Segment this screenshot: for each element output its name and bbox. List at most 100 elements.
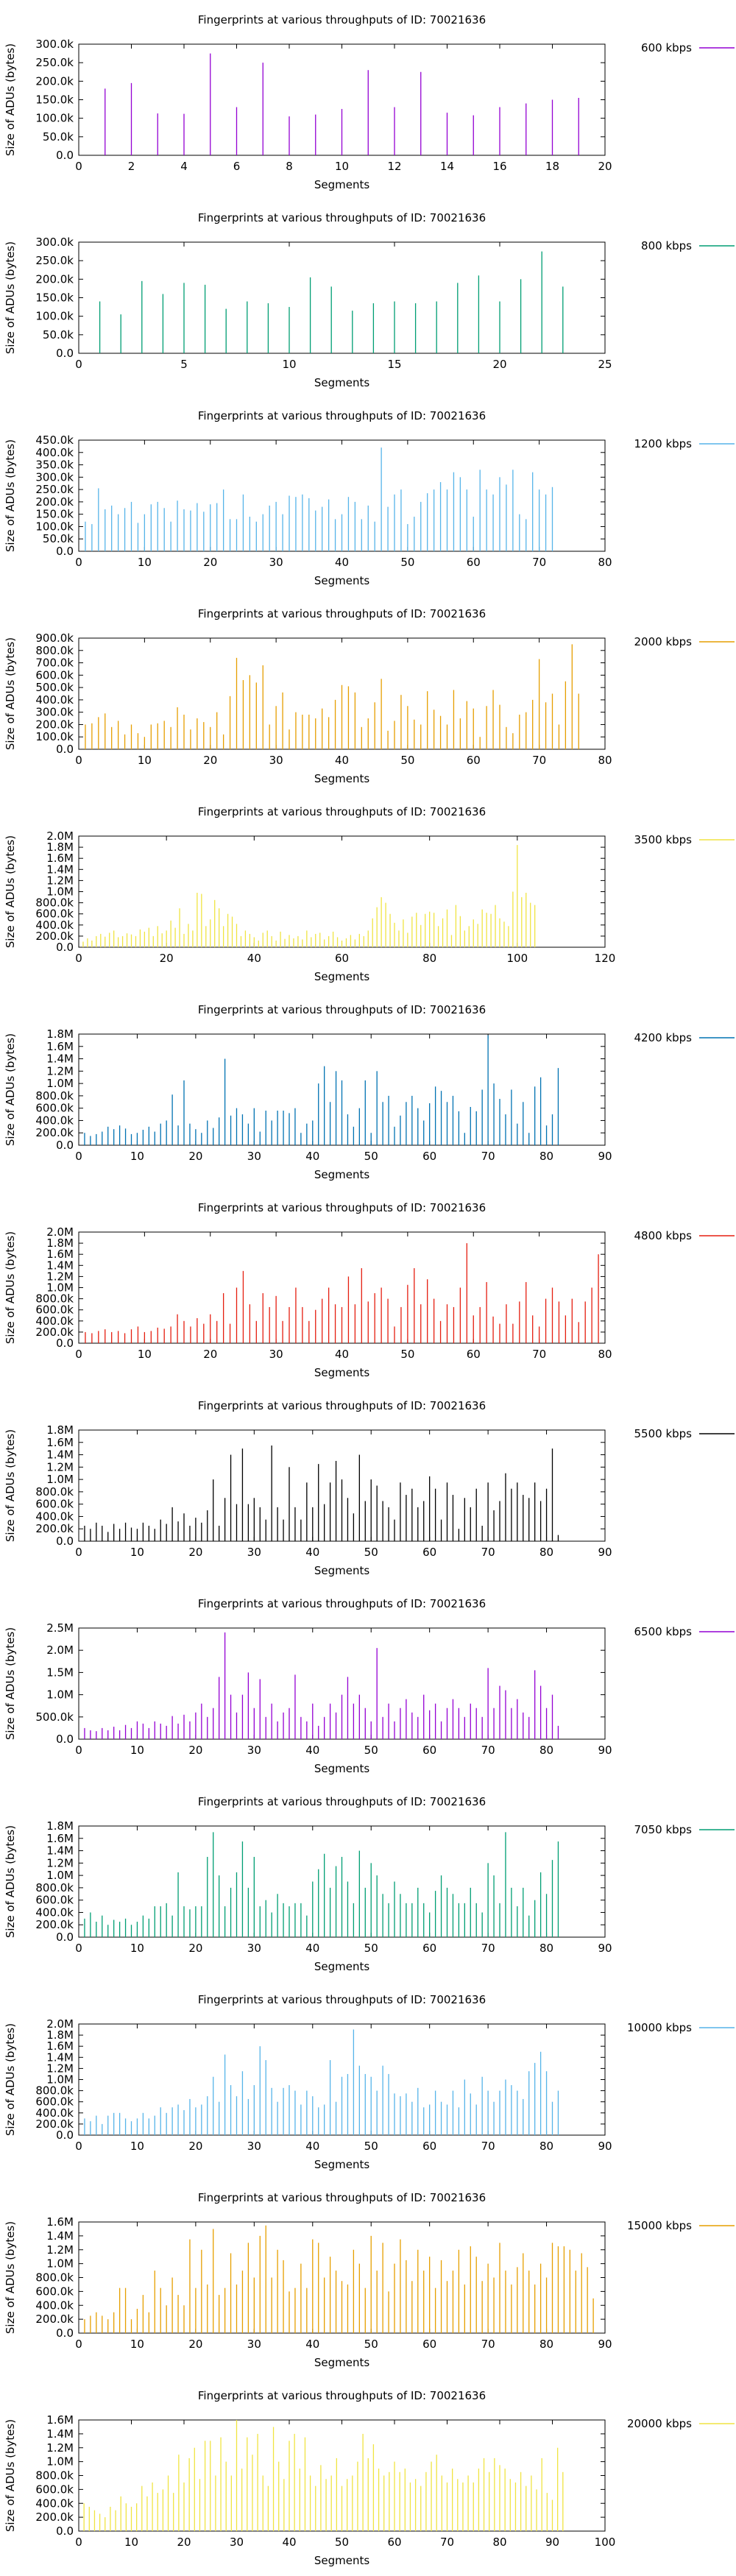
y-tick-label: 800.0k [35, 1089, 74, 1103]
x-tick-label: 10 [138, 556, 152, 569]
y-tick-label: 0.0 [56, 2524, 74, 2538]
x-tick-label: 60 [422, 1744, 436, 1757]
y-tick-label: 1.4M [46, 1448, 74, 1462]
x-tick-label: 30 [247, 2140, 261, 2153]
chart-svg: Fingerprints at various throughputs of I… [4, 2389, 735, 2567]
y-tick-label: 0.0 [56, 149, 74, 162]
y-tick-label: 300.0k [35, 236, 74, 249]
x-tick-label: 80 [539, 1546, 553, 1559]
x-tick-label: 20 [188, 2140, 202, 2153]
y-axis-label: Size of ADUs (bytes) [4, 1231, 17, 1344]
x-axis-label: Segments [314, 1564, 370, 1577]
y-tick-label: 1.4M [46, 2229, 74, 2243]
x-tick-label: 90 [598, 1150, 612, 1163]
x-tick-label: 80 [539, 1942, 553, 1955]
y-tick-label: 100.0k [35, 520, 74, 533]
y-tick-label: 400.0k [35, 1510, 74, 1523]
x-tick-label: 80 [598, 556, 612, 569]
y-tick-label: 700.0k [35, 657, 74, 670]
y-tick-label: 1.4M [46, 1844, 74, 1858]
y-axis-label: Size of ADUs (bytes) [4, 241, 17, 354]
y-axis-label: Size of ADUs (bytes) [4, 1825, 17, 1938]
chart-panel: Fingerprints at various throughputs of I… [0, 0, 736, 198]
legend-label: 2000 kbps [634, 635, 693, 648]
y-tick-label: 300.0k [35, 470, 74, 484]
y-tick-label: 800.0k [35, 1292, 74, 1306]
y-tick-label: 600.0k [35, 1303, 74, 1317]
legend-label: 7050 kbps [634, 1823, 693, 1836]
x-axis-label: Segments [314, 1960, 370, 1973]
x-tick-label: 60 [467, 1348, 481, 1361]
y-tick-label: 1.4M [46, 1259, 74, 1272]
x-tick-label: 30 [230, 2536, 244, 2549]
y-axis-label: Size of ADUs (bytes) [4, 1627, 17, 1740]
x-tick-label: 70 [481, 1150, 495, 1163]
y-tick-label: 250.0k [35, 56, 74, 69]
x-tick-label: 70 [481, 1744, 495, 1757]
x-tick-label: 0 [75, 1348, 82, 1361]
x-axis-label: Segments [314, 2554, 370, 2567]
x-tick-label: 30 [269, 754, 283, 767]
x-tick-label: 20 [598, 160, 612, 173]
y-tick-label: 1.0M [46, 1473, 74, 1486]
x-tick-label: 50 [364, 1942, 378, 1955]
y-tick-label: 100.0k [35, 310, 74, 323]
x-tick-label: 40 [335, 754, 349, 767]
y-tick-label: 1.4M [46, 2050, 74, 2064]
y-axis-label: Size of ADUs (bytes) [4, 2419, 17, 2532]
x-tick-label: 20 [160, 952, 174, 965]
y-tick-label: 400.0k [35, 693, 74, 707]
y-tick-label: 800.0k [35, 2271, 74, 2285]
x-tick-label: 80 [539, 2140, 553, 2153]
y-tick-label: 0.0 [56, 1337, 74, 1350]
x-tick-label: 10 [130, 1150, 144, 1163]
y-tick-label: 1.6M [46, 2215, 74, 2229]
x-tick-label: 40 [305, 1942, 319, 1955]
x-tick-label: 5 [180, 358, 188, 371]
legend-label: 3500 kbps [634, 833, 693, 846]
x-tick-label: 80 [492, 2536, 506, 2549]
x-tick-label: 90 [598, 2338, 612, 2351]
y-tick-label: 2.0M [46, 1225, 74, 1239]
x-axis-label: Segments [314, 574, 370, 587]
x-tick-label: 60 [422, 1546, 436, 1559]
x-tick-label: 90 [545, 2536, 559, 2549]
y-tick-label: 1.8M [46, 1027, 74, 1041]
x-tick-label: 10 [124, 2536, 138, 2549]
x-tick-label: 40 [305, 1150, 319, 1163]
y-tick-label: 0.0 [56, 941, 74, 954]
y-tick-label: 50.0k [43, 130, 74, 144]
chart-panel: Fingerprints at various throughputs of I… [0, 1386, 736, 1584]
y-tick-label: 1.2M [46, 2243, 74, 2257]
y-axis-label: Size of ADUs (bytes) [4, 43, 17, 156]
x-tick-label: 10 [130, 1942, 144, 1955]
x-tick-label: 60 [422, 1150, 436, 1163]
y-tick-label: 500.0k [35, 681, 74, 694]
x-tick-label: 50 [364, 2338, 378, 2351]
legend-label: 6500 kbps [634, 1625, 693, 1638]
x-tick-label: 40 [282, 2536, 296, 2549]
x-tick-label: 0 [75, 1150, 82, 1163]
x-axis-label: Segments [314, 1168, 370, 1181]
y-tick-label: 1.8M [46, 2028, 74, 2042]
x-tick-label: 10 [335, 160, 349, 173]
x-tick-label: 20 [188, 1942, 202, 1955]
y-tick-label: 200.0k [35, 1918, 74, 1931]
y-tick-label: 350.0k [35, 459, 74, 472]
x-tick-label: 0 [75, 556, 82, 569]
x-tick-label: 50 [400, 1348, 414, 1361]
x-tick-label: 100 [507, 952, 528, 965]
x-tick-label: 30 [247, 1546, 261, 1559]
x-tick-label: 0 [75, 754, 82, 767]
y-tick-label: 1.2M [46, 874, 74, 887]
y-tick-label: 800.0k [35, 896, 74, 910]
y-tick-label: 0.0 [56, 545, 74, 558]
y-tick-label: 600.0k [35, 668, 74, 682]
x-tick-label: 15 [387, 358, 401, 371]
y-tick-label: 400.0k [35, 2106, 74, 2120]
y-tick-label: 1.0M [46, 1077, 74, 1090]
x-tick-label: 40 [305, 2338, 319, 2351]
y-axis-label: Size of ADUs (bytes) [4, 1033, 17, 1146]
y-tick-label: 1.5M [46, 1666, 74, 1679]
x-axis-label: Segments [314, 970, 370, 983]
